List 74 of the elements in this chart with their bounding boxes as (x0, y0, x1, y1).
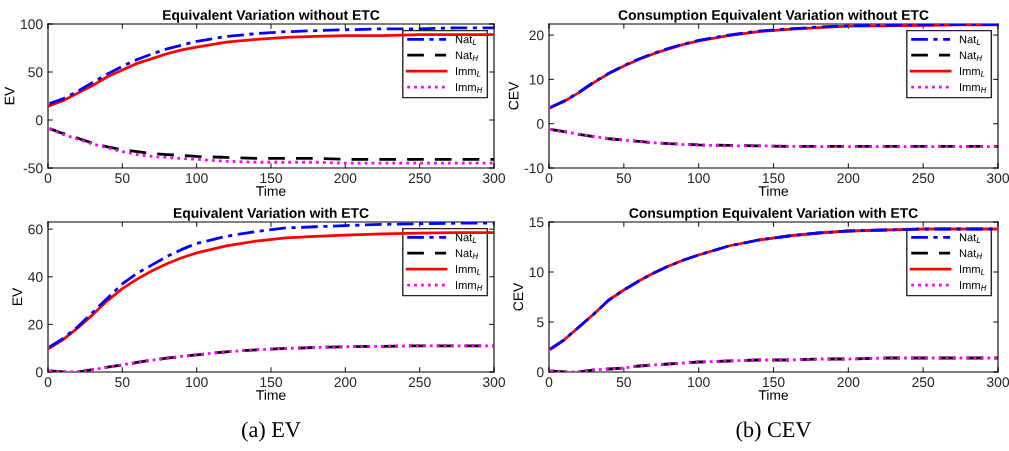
legend-label: Nat$_{L}$ (455, 35, 477, 45)
x-tick-label: 200 (837, 377, 860, 388)
y-tick-label: 10 (529, 74, 544, 85)
chart-title: Consumption Equivalent Variation without ETC (618, 9, 929, 23)
legend-label: Imm$_{H}$ (960, 83, 987, 93)
x-tick-label: 250 (912, 173, 935, 184)
y-tick-label: 100 (21, 19, 43, 30)
y-axis-title: EV (4, 86, 15, 105)
chart-title: Equivalent Variation without ETC (163, 9, 380, 23)
y-tick-label: 5 (536, 317, 544, 328)
chart-title: Equivalent Variation with ETC (173, 207, 369, 221)
y-tick-label: 0 (35, 115, 43, 126)
y-tick-label: 40 (28, 272, 43, 282)
y-axis-title: EV (12, 287, 23, 306)
legend-label: Imm$_{L}$ (456, 67, 481, 77)
x-tick-label: 300 (482, 173, 506, 184)
x-axis-title: Time (256, 185, 286, 197)
x-tick-label: 0 (44, 377, 52, 388)
legend-label: Imm$_{H}$ (456, 281, 483, 291)
legend-label: Imm$_{L}$ (960, 265, 985, 275)
chart-title: Consumption Equivalent Variation with ETC (629, 207, 918, 221)
x-tick-label: 150 (762, 377, 785, 388)
text: (b) CEV (736, 421, 812, 442)
x-tick-label: 100 (688, 173, 710, 184)
text: (a) EV (242, 421, 301, 442)
y-tick-label: 0 (536, 367, 544, 378)
x-tick-label: 200 (334, 173, 357, 184)
x-tick-label: 250 (408, 173, 431, 184)
x-tick-label: 100 (186, 173, 208, 184)
y-tick-label: 0 (35, 367, 43, 378)
x-tick-label: 50 (115, 173, 130, 184)
legend-label: Imm$_{L}$ (960, 67, 985, 77)
legend-label: Nat$_{H}$ (455, 249, 479, 259)
legend-label: Nat$_{H}$ (959, 249, 983, 259)
x-axis-title: Time (758, 389, 789, 401)
y-tick-label: 10 (529, 267, 544, 278)
x-tick-label: 300 (986, 173, 1009, 184)
x-tick-label: 50 (616, 377, 632, 388)
x-tick-label: 50 (115, 377, 130, 388)
legend-label: Nat$_{H}$ (959, 51, 983, 61)
x-tick-label: 0 (545, 377, 553, 388)
x-tick-label: 100 (186, 377, 208, 388)
y-tick-label: 20 (529, 30, 544, 41)
legend-label: Nat$_{L}$ (959, 35, 981, 45)
y-axis-title: CEV (513, 282, 524, 311)
y-tick-label: 60 (28, 224, 43, 235)
x-tick-label: 0 (44, 173, 52, 184)
x-tick-label: 200 (334, 377, 357, 388)
x-tick-label: 200 (837, 173, 860, 184)
x-tick-label: 150 (260, 173, 283, 184)
y-tick-label: 20 (28, 319, 43, 330)
x-tick-label: 300 (986, 377, 1009, 388)
legend-label: Nat$_{L}$ (959, 233, 981, 243)
legend-label: Nat$_{L}$ (455, 233, 477, 243)
x-axis-title: Time (758, 185, 789, 197)
legend-label: Imm$_{L}$ (456, 265, 481, 275)
x-tick-label: 50 (616, 173, 632, 184)
x-tick-label: 300 (482, 377, 506, 388)
x-tick-label: 250 (408, 377, 431, 388)
y-tick-label: -50 (23, 163, 43, 174)
y-tick-label: 0 (536, 119, 544, 129)
y-tick-label: 50 (28, 67, 43, 78)
x-tick-label: 0 (545, 173, 553, 184)
x-axis-title: Time (256, 389, 286, 401)
legend-label: Nat$_{H}$ (455, 51, 479, 61)
y-axis-title: CEV (508, 81, 519, 110)
legend-label: Imm$_{H}$ (960, 281, 987, 291)
x-tick-label: 150 (260, 377, 283, 388)
y-tick-label: -10 (524, 163, 544, 174)
x-tick-label: 100 (688, 377, 710, 388)
x-tick-label: 250 (912, 377, 935, 388)
y-tick-label: 15 (529, 217, 544, 228)
x-tick-label: 150 (762, 173, 785, 184)
legend-label: Imm$_{H}$ (456, 83, 483, 93)
